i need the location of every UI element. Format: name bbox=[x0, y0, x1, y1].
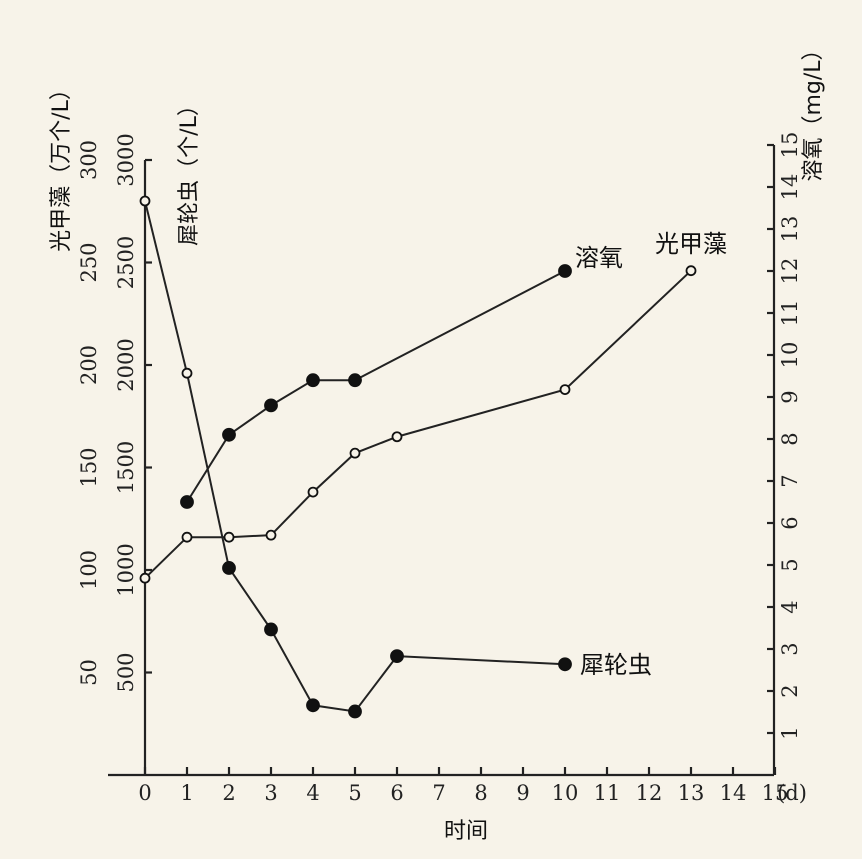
series-0-point bbox=[348, 373, 362, 388]
left-inner-axis-label: 犀轮虫（个/L） bbox=[177, 94, 202, 246]
left-outer-tick-label: 50 bbox=[77, 659, 101, 686]
series-0-point bbox=[180, 495, 194, 509]
series-1-point bbox=[139, 572, 151, 584]
left-outer-ticks: 50 100 150 200 250 300 bbox=[77, 140, 101, 686]
series-2-point bbox=[181, 367, 193, 379]
series-2-point bbox=[222, 561, 236, 575]
series-1-point bbox=[307, 486, 319, 498]
left-inner-tick-label: 500 bbox=[114, 652, 138, 692]
x-tick-label: 6 bbox=[390, 781, 403, 805]
x-tick-label: 4 bbox=[306, 781, 319, 805]
series-layer bbox=[139, 195, 697, 719]
right-tick-label: 6 bbox=[778, 516, 802, 529]
series-2-point bbox=[348, 704, 362, 719]
x-tick-label: 7 bbox=[432, 781, 445, 805]
left-outer-tick-label: 150 bbox=[77, 447, 101, 487]
x-tick-label: 10 bbox=[552, 781, 579, 805]
left-inner-tick-label: 2000 bbox=[114, 338, 138, 391]
right-tick-label: 3 bbox=[778, 642, 802, 655]
series-2-point bbox=[558, 657, 572, 672]
right-tick-label: 15 bbox=[778, 132, 802, 159]
x-ticks: 0 1 2 3 4 5 6 7 8 9 10 11 12 13 14 15 bbox=[138, 767, 788, 805]
x-tick-label: 8 bbox=[474, 781, 487, 805]
series-line-0 bbox=[186, 270, 566, 503]
series-0-point bbox=[306, 373, 320, 388]
x-tick-label: 12 bbox=[636, 781, 663, 805]
right-tick-label: 5 bbox=[778, 558, 802, 571]
series-1-point bbox=[265, 529, 277, 541]
right-tick-label: 9 bbox=[778, 390, 802, 403]
left-inner-ticks: 500 1000 1500 2000 2500 3000 bbox=[114, 133, 152, 693]
series-2-point bbox=[139, 195, 151, 207]
left-inner-tick-label: 2500 bbox=[114, 236, 138, 289]
right-tick-label: 7 bbox=[778, 474, 802, 487]
series-0-point bbox=[558, 264, 572, 278]
series-0-point bbox=[222, 427, 236, 442]
x-tick-label: 9 bbox=[516, 781, 529, 805]
series-label-dinoflagellate: 光甲藻 bbox=[655, 230, 727, 258]
right-tick-label: 14 bbox=[778, 174, 802, 201]
series-line-1 bbox=[144, 269, 692, 579]
series-1-point bbox=[349, 447, 361, 459]
series-0-point bbox=[264, 398, 278, 413]
x-tick-label: 3 bbox=[264, 781, 277, 805]
x-tick-label: 1 bbox=[180, 781, 193, 805]
x-tick-label: 11 bbox=[594, 781, 621, 805]
x-axis-unit: (d) bbox=[777, 781, 807, 805]
left-outer-tick-label: 200 bbox=[77, 345, 101, 385]
left-outer-tick-label: 300 bbox=[77, 140, 101, 180]
x-tick-label: 13 bbox=[678, 781, 705, 805]
x-tick-label: 5 bbox=[348, 781, 361, 805]
right-tick-label: 4 bbox=[778, 600, 802, 613]
x-tick-label: 0 bbox=[138, 781, 151, 805]
series-1-point bbox=[391, 431, 403, 443]
series-1-point bbox=[223, 531, 235, 543]
series-1-point bbox=[685, 265, 697, 277]
series-2-point bbox=[306, 698, 320, 713]
series-line-2 bbox=[144, 200, 566, 713]
series-label-rotifer: 犀轮虫 bbox=[580, 651, 652, 679]
right-tick-label: 13 bbox=[778, 216, 802, 243]
series-2-point bbox=[390, 649, 404, 663]
right-axis-label: 溶氧（mg/L） bbox=[801, 38, 826, 181]
left-outer-tick-label: 100 bbox=[77, 550, 101, 590]
right-tick-label: 11 bbox=[778, 300, 802, 327]
right-tick-label: 1 bbox=[778, 726, 802, 739]
series-1-point bbox=[181, 531, 193, 543]
x-axis-label: 时间 bbox=[444, 819, 488, 844]
right-tick-label: 2 bbox=[778, 684, 802, 697]
x-tick-label: 2 bbox=[222, 781, 235, 805]
series-2-point bbox=[264, 622, 278, 637]
x-tick-label: 14 bbox=[720, 781, 747, 805]
series-1-point bbox=[559, 384, 571, 396]
left-inner-tick-label: 1000 bbox=[114, 543, 138, 596]
left-inner-tick-label: 3000 bbox=[114, 133, 138, 186]
right-tick-label: 12 bbox=[778, 258, 802, 285]
x-tick-label: 15 bbox=[762, 781, 789, 805]
series-label-dissolved-oxygen: 溶氧 bbox=[575, 244, 623, 272]
right-tick-label: 10 bbox=[778, 342, 802, 369]
right-tick-label: 8 bbox=[778, 432, 802, 445]
left-outer-tick-label: 250 bbox=[77, 242, 101, 282]
left-outer-axis-label: 光甲藻（万个/L） bbox=[49, 78, 74, 252]
left-inner-tick-label: 1500 bbox=[114, 441, 138, 494]
